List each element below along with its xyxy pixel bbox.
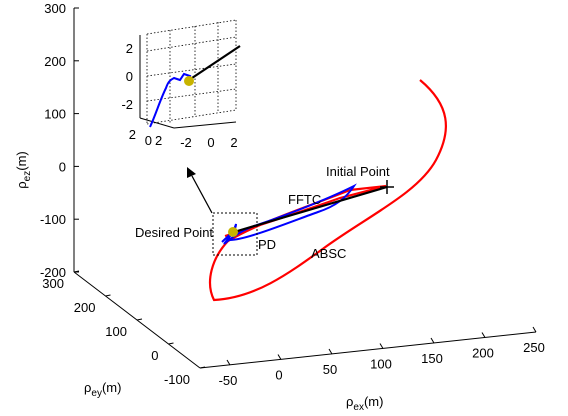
inset-y-tick: 0 bbox=[145, 133, 152, 148]
zoom-inset: 2 0 -2 2 0 2 -2 0 2 bbox=[121, 19, 241, 150]
x-tick-mark bbox=[379, 343, 384, 349]
inset-x-tick: 2 bbox=[230, 135, 237, 150]
absc-series-label: ABSC bbox=[311, 246, 346, 261]
x-tick-label: 100 bbox=[370, 357, 392, 372]
inset-y-tick: 2 bbox=[129, 127, 136, 142]
z-tick-label: 100 bbox=[44, 107, 66, 122]
inset-desired-marker bbox=[184, 76, 194, 86]
initial-point-label: Initial Point bbox=[326, 164, 390, 179]
x-tick-mark bbox=[481, 332, 486, 338]
y-tick-mark bbox=[136, 318, 143, 321]
x-tick-label: 50 bbox=[323, 362, 337, 377]
pd-series-label: PD bbox=[258, 237, 276, 252]
y-tick-mark bbox=[73, 270, 80, 273]
zoom-region-box bbox=[212, 212, 258, 256]
z-axis-label: ρez(m) bbox=[14, 151, 33, 188]
z-tick-label: 200 bbox=[44, 54, 66, 69]
inset-z-tick: 0 bbox=[126, 69, 133, 84]
x-tick-mark bbox=[430, 337, 435, 344]
inset-x-tick: 0 bbox=[207, 135, 214, 150]
series-fftc-line bbox=[233, 185, 388, 234]
point-markers bbox=[228, 180, 394, 237]
inset-z-tick: 2 bbox=[126, 41, 133, 56]
y-tick-mark bbox=[105, 294, 111, 297]
z-tick-label: 0 bbox=[59, 159, 66, 174]
y-tick-label: 0 bbox=[151, 348, 158, 363]
y-tick-label: 100 bbox=[105, 324, 127, 339]
z-tick-label: -100 bbox=[40, 212, 66, 227]
z-tick-label: 300 bbox=[44, 1, 66, 16]
inset-pd-line bbox=[149, 72, 192, 128]
inset-fftc-line bbox=[185, 45, 241, 83]
y-tick-mark bbox=[199, 366, 206, 369]
desired-point-label: Desired Point bbox=[135, 225, 213, 240]
series-absc-line bbox=[208, 79, 448, 302]
zoom-arrow bbox=[187, 167, 213, 214]
x-tick-label: 250 bbox=[523, 340, 545, 355]
y-tick-label: -100 bbox=[164, 372, 190, 387]
inset-axes bbox=[139, 35, 237, 129]
axis-lines bbox=[73, 8, 537, 369]
x-tick-mark bbox=[328, 348, 333, 355]
series-lines bbox=[208, 79, 448, 302]
x-tick-label: 0 bbox=[275, 368, 282, 383]
z-tick-label: -200 bbox=[40, 265, 66, 280]
x-tick-mark bbox=[277, 354, 282, 360]
y-tick-label: 200 bbox=[74, 300, 96, 315]
x-axis-label: ρex(m) bbox=[346, 394, 383, 413]
x-axis-line bbox=[199, 331, 537, 369]
inset-y-tick: 2 bbox=[155, 133, 162, 148]
x-tick-label: 150 bbox=[421, 351, 443, 366]
inset-grid bbox=[146, 19, 237, 125]
x-tick-label: 200 bbox=[472, 346, 494, 361]
fftc-series-label: FFTC bbox=[288, 192, 321, 207]
x-tick-mark bbox=[532, 326, 537, 333]
inset-x-tick: -2 bbox=[180, 135, 192, 150]
y-tick-label: 300 bbox=[42, 276, 64, 291]
x-tick-mark bbox=[226, 359, 231, 366]
axis-labels: ρez(m) ρey(m) ρex(m) bbox=[14, 151, 383, 413]
y-axis-label: ρey(m) bbox=[84, 380, 121, 399]
desired-point-marker bbox=[228, 227, 238, 237]
y-tick-mark bbox=[168, 342, 174, 345]
annotations: Initial Point Desired Point FFTC PD ABSC bbox=[135, 164, 390, 261]
inset-z-tick: -2 bbox=[121, 97, 133, 112]
x-tick-label: -50 bbox=[219, 373, 238, 388]
